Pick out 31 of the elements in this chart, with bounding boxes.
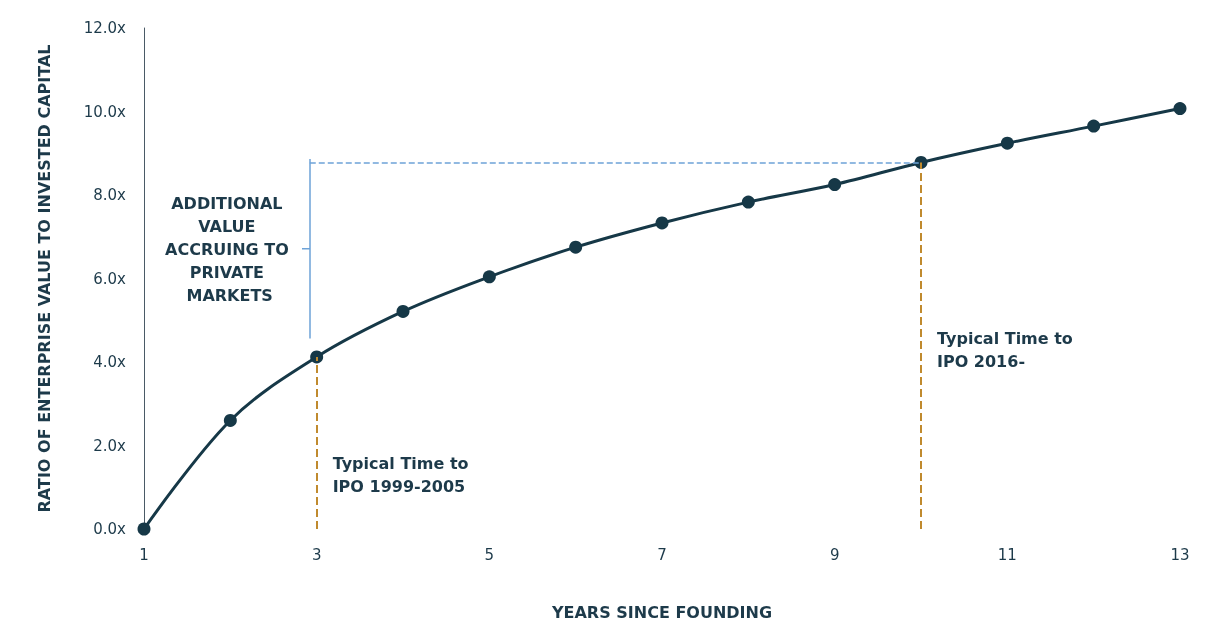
x-tick-label: 13 xyxy=(1170,545,1190,564)
y-tick-label: 8.0x xyxy=(93,186,127,204)
x-tick-label: 1 xyxy=(139,545,149,564)
point xyxy=(482,270,496,284)
point xyxy=(741,195,755,209)
x-tick-label: 9 xyxy=(829,545,840,564)
y-tick-label: 6.0x xyxy=(93,269,127,288)
x-tick-label: 11 xyxy=(997,545,1017,564)
ref-line-label: Typical Time to IPO 2016- xyxy=(937,328,1079,371)
point xyxy=(223,413,237,427)
annotation: ADDITIONAL VALUE ACCRUING TO PRIVATE MARKETS xyxy=(165,193,295,305)
point xyxy=(655,216,669,230)
x-tick-label: 3 xyxy=(311,545,322,564)
y-axis-title: RATIO OF ENTERPRISE VALUE TO INVESTED CAPITAL xyxy=(34,44,54,513)
point xyxy=(1000,136,1014,150)
y-tick-label: 4.0x xyxy=(93,353,127,371)
point xyxy=(1173,102,1187,116)
y-tick-label: 10.0x xyxy=(83,102,127,121)
point xyxy=(569,240,583,254)
y-tick-label: 2.0x xyxy=(93,436,127,455)
y-tick-label: 12.0x xyxy=(83,19,127,37)
point xyxy=(1087,119,1101,133)
point xyxy=(828,178,842,192)
x-axis-title: YEARS SINCE FOUNDING xyxy=(550,602,773,622)
x-tick-label: 7 xyxy=(657,545,667,564)
point xyxy=(396,304,410,318)
x-tick-label: 5 xyxy=(484,545,495,564)
y-tick-label: 0.0x xyxy=(93,520,127,538)
point xyxy=(310,350,324,364)
ref-line-label: Typical Time to IPO 1999-2005 xyxy=(332,453,475,496)
point xyxy=(137,522,151,536)
